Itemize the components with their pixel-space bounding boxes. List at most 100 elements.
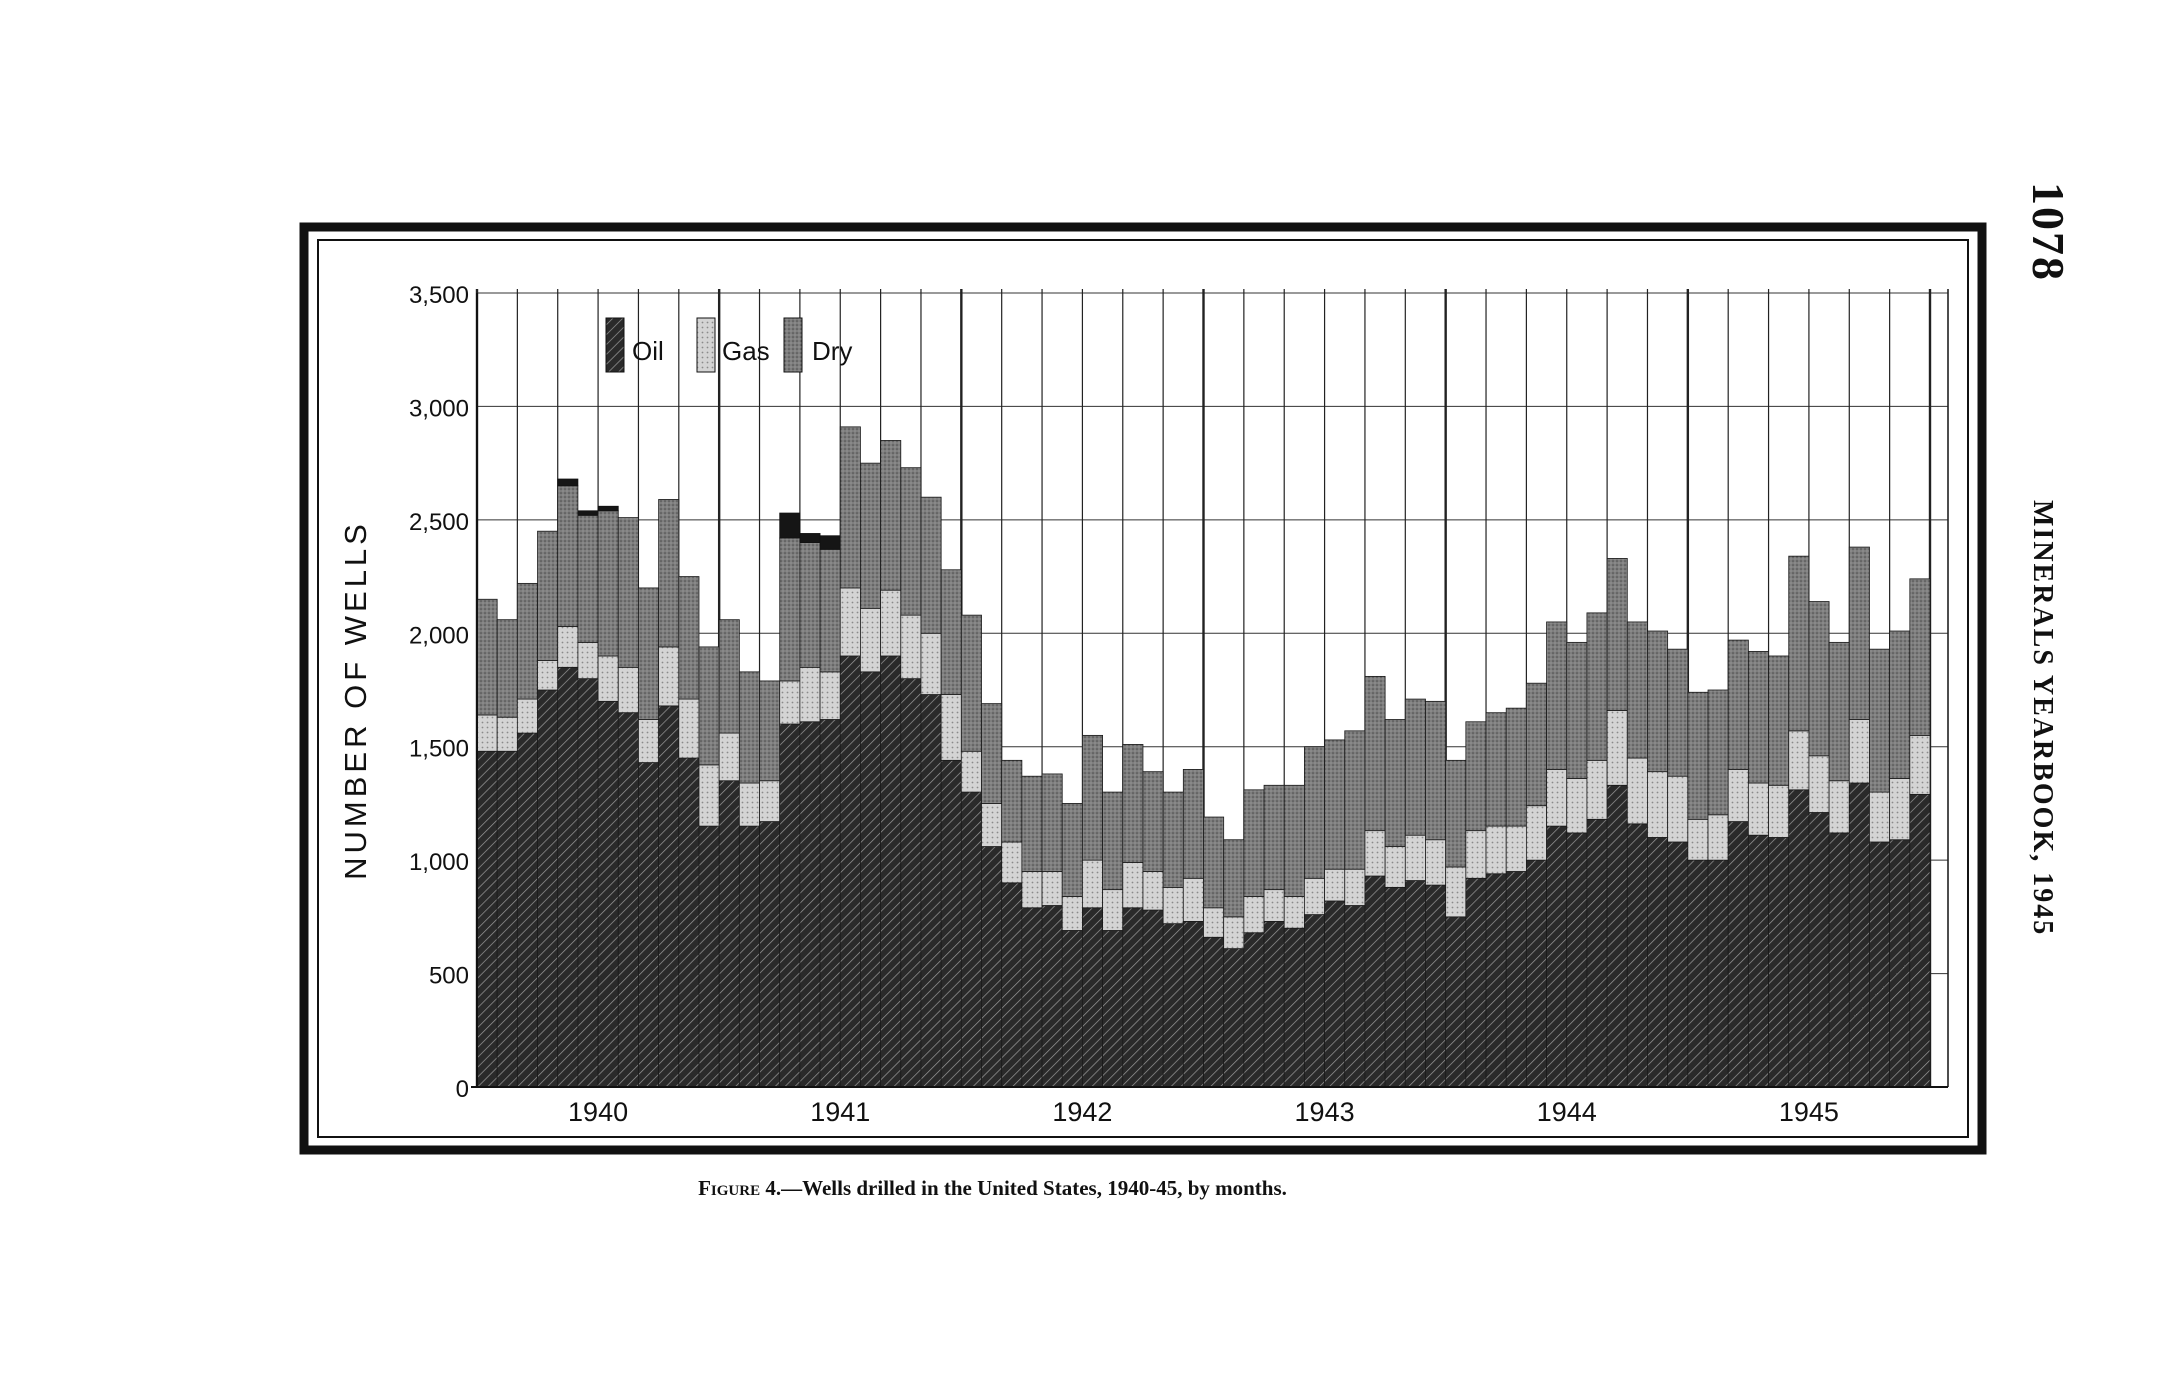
bar-dry xyxy=(1001,759,1023,843)
bar-gas xyxy=(779,680,801,725)
bar-dry xyxy=(1626,621,1648,759)
axes: 0 500 1,000 1,500 2,000 2,500 3,000 3,500 1940 19… xyxy=(409,282,1948,1127)
bar-oil xyxy=(638,762,660,1088)
bar-oil xyxy=(1041,905,1063,1088)
bar-oil xyxy=(1768,837,1790,1088)
bar-dry xyxy=(1263,784,1285,891)
bar-peak-cap xyxy=(799,533,821,543)
bar-dry xyxy=(1485,712,1507,827)
bar-dry xyxy=(1182,769,1204,879)
bar-oil xyxy=(1687,859,1709,1088)
bar-oil xyxy=(1283,927,1305,1088)
bar-oil xyxy=(496,750,518,1088)
bar-gas xyxy=(658,646,680,707)
bar-gas xyxy=(940,694,962,761)
bar-oil xyxy=(981,846,1003,1088)
outer-frame xyxy=(299,222,1987,1155)
bar-gas xyxy=(1182,877,1204,922)
bar-dry xyxy=(557,485,579,627)
bar-oil xyxy=(1747,834,1769,1088)
bar-gas xyxy=(738,782,760,827)
bar-oil xyxy=(1203,936,1225,1088)
y-tick-label: 3,000 xyxy=(409,395,469,422)
bar-dry xyxy=(940,569,962,695)
bar-gas xyxy=(1667,775,1689,843)
bar-gas xyxy=(880,589,902,657)
bar-gas xyxy=(1162,886,1184,925)
bar-oil xyxy=(1102,930,1124,1088)
bar-dry xyxy=(638,587,660,720)
bar-dry xyxy=(537,530,559,661)
bar-oil xyxy=(1243,932,1265,1088)
bar-oil xyxy=(819,719,841,1088)
bar-dry xyxy=(1828,641,1850,782)
running-head: MINERALS YEARBOOK, 1945 xyxy=(2027,500,2058,937)
bar-gas xyxy=(678,698,700,759)
bar-peak-cap xyxy=(577,510,599,516)
bar-gas xyxy=(496,716,518,752)
bar-gas xyxy=(1626,757,1648,825)
bar-gas xyxy=(597,655,619,702)
bar-oil xyxy=(1021,907,1043,1088)
bar-dry xyxy=(1364,675,1386,832)
bar-oil xyxy=(577,678,599,1088)
bar-gas xyxy=(1364,830,1386,877)
bar-oil xyxy=(658,705,680,1088)
bar-gas xyxy=(839,587,861,657)
bar-oil xyxy=(1122,907,1144,1088)
bar-oil xyxy=(1848,782,1870,1088)
bar-gas xyxy=(1505,825,1527,872)
bar-oil xyxy=(1808,812,1830,1088)
bar-dry xyxy=(658,499,680,648)
bar-oil xyxy=(557,666,579,1088)
bar-gas xyxy=(718,732,740,782)
bar-oil xyxy=(1788,789,1810,1088)
bar-gas xyxy=(1142,871,1164,911)
year-label: 1943 xyxy=(1295,1097,1355,1127)
y-tick-label: 1,500 xyxy=(409,736,469,763)
bar-gas xyxy=(1566,778,1588,834)
bar-dry xyxy=(678,576,700,700)
bar-gas xyxy=(1425,839,1447,886)
bar-dry xyxy=(960,614,982,752)
bar-gas xyxy=(981,803,1003,847)
bar-dry xyxy=(1304,746,1325,879)
bar-dry xyxy=(1122,744,1144,863)
bar-gas xyxy=(1525,805,1547,861)
legend-label-gas: Gas xyxy=(722,336,770,366)
bar-gas xyxy=(1384,846,1406,888)
bar-gas xyxy=(1606,710,1628,786)
bar-oil xyxy=(1263,920,1285,1088)
y-tick-label: 2,500 xyxy=(409,509,469,536)
year-label: 1945 xyxy=(1779,1097,1839,1127)
bar-oil xyxy=(799,721,821,1088)
bar-gas xyxy=(1243,896,1265,934)
bar-dry xyxy=(880,440,902,591)
bar-dry xyxy=(1788,555,1810,732)
bar-oil xyxy=(1364,875,1386,1088)
bar-gas xyxy=(617,666,639,714)
bar-dry xyxy=(698,646,720,766)
bar-dry xyxy=(1909,578,1931,736)
bar-oil xyxy=(698,825,720,1088)
bar-gas xyxy=(1909,734,1931,795)
bar-gas xyxy=(1102,889,1124,931)
bar-gas xyxy=(476,714,498,752)
bar-dry xyxy=(1747,651,1769,784)
bar-gas xyxy=(1082,859,1103,909)
bar-oil xyxy=(1909,793,1931,1088)
bar-oil xyxy=(1465,877,1487,1088)
bar-gas xyxy=(759,780,781,822)
bar-dry xyxy=(1566,641,1588,779)
bar-peak-cap xyxy=(557,478,579,487)
caption-label: Figure 4. xyxy=(698,1176,782,1200)
bar-dry xyxy=(1707,689,1729,816)
bar-dry xyxy=(1384,719,1406,847)
bar-dry xyxy=(860,462,882,609)
bar-oil xyxy=(738,825,760,1088)
bars xyxy=(476,426,1931,1088)
bar-dry xyxy=(516,582,538,700)
bar-oil xyxy=(779,723,801,1088)
bar-gas xyxy=(860,607,882,673)
